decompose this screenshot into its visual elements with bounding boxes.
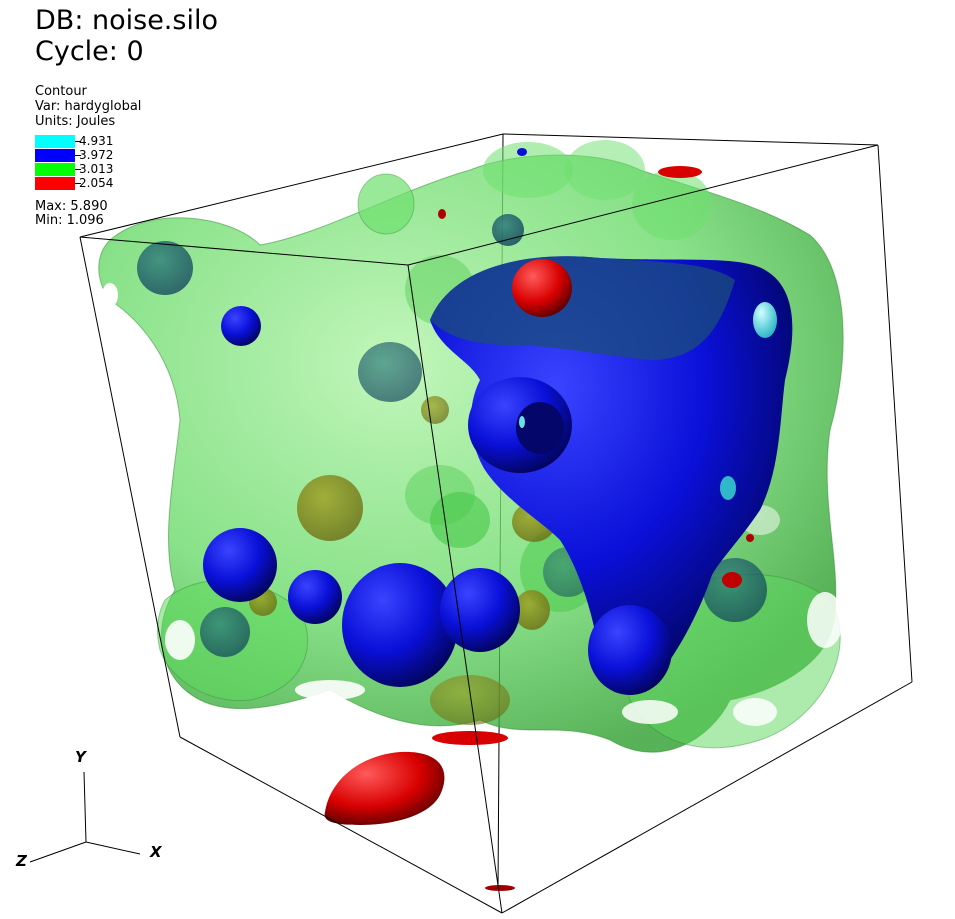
legend-max: Max: 5.890: [35, 199, 108, 214]
red-isosurface: [324, 166, 754, 891]
legend-tick: [75, 141, 81, 142]
legend-swatch-level-2: [35, 149, 75, 162]
axis-label-z: Z: [16, 852, 27, 870]
inner-spheres: [137, 214, 767, 657]
legend-swatch-level-4: [35, 177, 75, 190]
bounding-box-front: [79, 144, 913, 914]
legend-value-level-4: 2.054: [79, 176, 114, 190]
red-spheres-behind-green: [249, 396, 556, 725]
legend-variable: Var: hardyglobal: [35, 99, 142, 114]
legend-tick: [75, 183, 81, 184]
legend-value-level-3: 3.013: [79, 162, 114, 176]
axis-label-x: X: [150, 843, 162, 861]
legend-min: Min: 1.096: [35, 213, 104, 228]
legend-tick: [75, 169, 81, 170]
legend-swatch-level-1: [35, 135, 75, 148]
legend-value-level-2: 3.972: [79, 148, 114, 162]
legend-swatch-level-3: [35, 163, 75, 176]
legend-value-level-1: 4.931: [79, 134, 114, 148]
blue-isosurface: [203, 148, 793, 695]
database-title: DB: noise.silo: [35, 5, 218, 36]
axis-triad: [29, 771, 141, 863]
axis-label-y: Y: [75, 748, 86, 766]
legend-plot-type: Contour: [35, 84, 87, 99]
legend-tick: [75, 155, 81, 156]
cycle-label: Cycle: 0: [35, 36, 144, 67]
legend-units: Units: Joules: [35, 114, 116, 129]
